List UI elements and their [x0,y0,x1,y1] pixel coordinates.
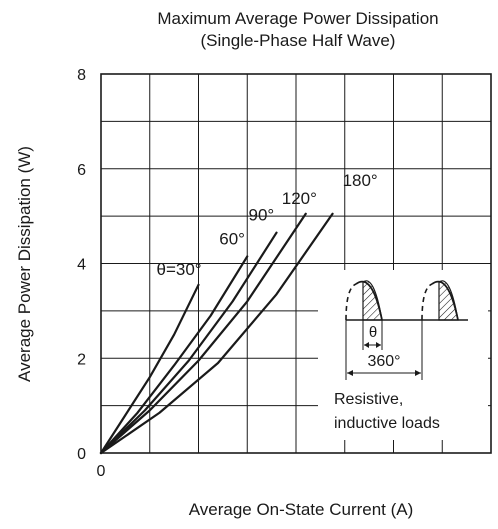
theta-arrowheads [364,342,381,348]
series-labels: θ=30° 60°90° 120° 180° [157,171,378,279]
chart-title: Maximum Average Power Dissipation [157,9,438,28]
y-tick-label: 0 [77,446,86,463]
load-caption-line2: inductive loads [334,415,440,432]
series-label: θ=30° [157,260,202,279]
series-line [99,212,334,455]
y-tick-label: 4 [77,257,86,274]
theta-label: θ [369,324,377,341]
chart-subtitle: (Single-Phase Half Wave) [201,31,396,50]
waveform-pulse-2-dashed [421,283,433,321]
series-line [99,231,278,455]
x-tick-label: 0 [97,463,106,480]
series-label: 180° [343,171,378,190]
waveform-pulse-1-conduction [362,280,383,321]
series-line [99,255,249,455]
y-axis-label: Average Power Dissipation (W) [15,146,34,382]
y-tick-label: 2 [77,351,86,368]
x-axis-label: Average On-State Current (A) [189,500,414,519]
y-tick-label: 8 [77,67,86,84]
series-line [99,212,307,455]
waveform-inset: θ 360° Resistive, inductive loads [318,270,488,440]
series-label: 90° [249,206,275,225]
waveform-pulse-1-dashed [345,283,357,321]
x-tick-labels: 0 [97,463,106,480]
waveform-pulse-2-conduction [438,280,459,321]
plot-frame [100,73,492,454]
y-tick-labels: 0 2 4 6 8 [77,67,86,463]
series-lines [99,212,334,455]
period-label: 360° [367,353,400,370]
y-tick-label: 6 [77,162,86,179]
load-caption-line1: Resistive, [334,391,403,408]
series-label: 120° [282,189,317,208]
series-line [99,283,200,455]
series-label: 60° [219,229,245,248]
